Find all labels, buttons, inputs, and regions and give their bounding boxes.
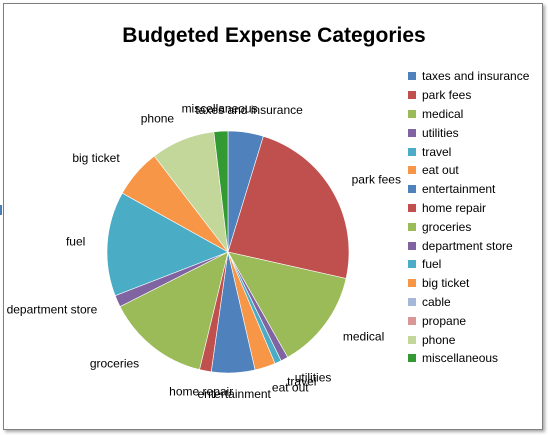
slice-park-fees[interactable]	[227, 135, 350, 279]
slice-fuel[interactable]	[106, 192, 229, 297]
data-label-department-store: department store	[7, 302, 98, 316]
legend-label: cable	[422, 294, 451, 309]
legend-label: medical	[422, 106, 464, 121]
data-label-fuel: fuel	[66, 234, 85, 248]
legend-label: eat out	[422, 163, 459, 178]
legend-item-propane: propane	[408, 311, 529, 330]
data-label-phone: phone	[141, 112, 175, 126]
legend: taxes and insurance park fees medical utili…	[408, 67, 529, 368]
legend-item-park-fees: park fees	[408, 86, 529, 105]
legend-item-phone: phone	[408, 330, 529, 349]
legend-swatch	[408, 128, 416, 137]
legend-item-taxes-and-insurance: taxes and insurance	[408, 67, 529, 86]
legend-swatch	[408, 222, 416, 231]
data-label-park-fees: park fees	[352, 172, 401, 186]
legend-label: entertainment	[422, 182, 496, 197]
legend-item-travel: travel	[408, 142, 529, 161]
legend-label: home repair	[422, 200, 487, 215]
data-label-entertainment: entertainment	[198, 387, 272, 401]
legend-label: phone	[422, 332, 456, 347]
legend-label: groceries	[422, 219, 472, 234]
legend-item-medical: medical	[408, 105, 529, 124]
legend-item-groceries: groceries	[408, 217, 529, 236]
legend-label: department store	[422, 238, 513, 253]
slice-medical[interactable]	[227, 251, 347, 358]
slice-groceries[interactable]	[119, 251, 229, 370]
data-label-medical: medical	[343, 329, 384, 343]
data-label-miscellaneous: miscellaneous	[182, 101, 258, 115]
legend-swatch	[408, 203, 416, 212]
legend-item-home-repair: home repair	[408, 199, 529, 218]
data-label-travel: travel	[287, 374, 316, 388]
legend-label: miscellaneous	[422, 351, 499, 366]
legend-swatch	[408, 72, 416, 81]
legend-swatch	[408, 354, 416, 363]
legend-swatch	[408, 166, 416, 175]
legend-label: park fees	[422, 88, 472, 103]
legend-item-cable: cable	[408, 293, 529, 312]
legend-item-utilities: utilities	[408, 123, 529, 142]
legend-label: big ticket	[422, 276, 470, 291]
slice-miscellaneous[interactable]	[213, 130, 229, 253]
legend-label: fuel	[422, 257, 442, 272]
legend-swatch	[408, 335, 416, 344]
chart-title: Budgeted Expense Categories	[122, 24, 426, 47]
legend-swatch	[408, 147, 416, 156]
legend-swatch	[408, 91, 416, 100]
legend-swatch	[408, 185, 416, 194]
data-label-home-repair: home repair	[169, 385, 233, 399]
data-label-big-ticket: big ticket	[72, 151, 120, 165]
legend-swatch	[408, 260, 416, 269]
pie-chart: taxes and insurance park fees medical utili…	[7, 101, 401, 401]
chart-area[interactable]: Budgeted Expense Categories taxes and in…	[3, 3, 543, 430]
legend-item-big-ticket: big ticket	[408, 274, 529, 293]
legend-swatch	[408, 279, 416, 288]
legend-item-fuel: fuel	[408, 255, 529, 274]
legend-swatch	[408, 109, 416, 118]
legend-item-eat-out: eat out	[408, 161, 529, 180]
data-label-groceries: groceries	[90, 356, 139, 370]
legend-item-department-store: department store	[408, 236, 529, 255]
data-label-utilities: utilities	[295, 371, 332, 385]
sheet-edge-marker	[0, 205, 2, 215]
legend-item-miscellaneous: miscellaneous	[408, 349, 529, 368]
legend-swatch	[408, 316, 416, 325]
legend-swatch	[408, 297, 416, 306]
data-label-taxes-and-insurance: taxes and insurance	[195, 103, 303, 117]
legend-label: propane	[422, 313, 467, 328]
legend-swatch	[408, 241, 416, 250]
data-label-eat-out: eat out	[272, 380, 309, 394]
legend-label: utilities	[422, 125, 459, 140]
legend-label: taxes and insurance	[422, 69, 530, 84]
legend-label: travel	[422, 144, 452, 159]
legend-item-entertainment: entertainment	[408, 180, 529, 199]
